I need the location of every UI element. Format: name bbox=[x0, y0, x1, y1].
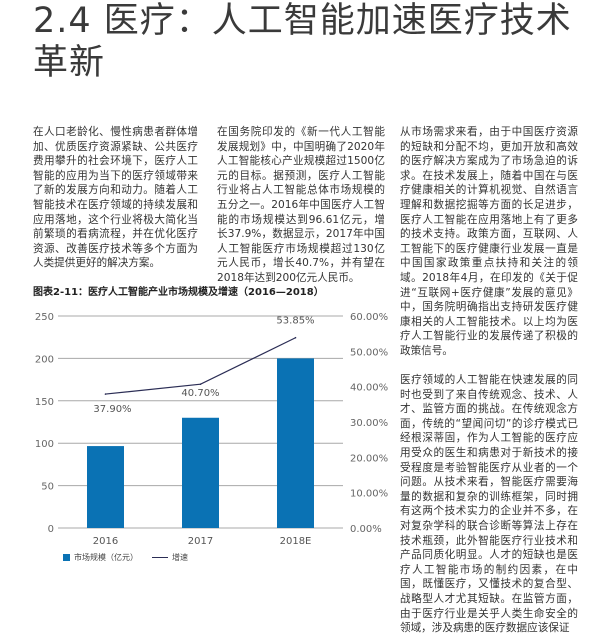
growth-point bbox=[294, 336, 297, 339]
chart-legend: 市场规模（亿元） 增速 bbox=[63, 552, 188, 563]
right-tick-label: 40.00% bbox=[350, 383, 388, 394]
data-label: 37.90% bbox=[93, 404, 131, 415]
bar bbox=[87, 446, 124, 528]
data-label: 40.70% bbox=[181, 388, 219, 399]
text-column-2: 在国务院印发的《新一代人工智能发展规划》中，中国明确了2020年人工智能核心产业… bbox=[217, 125, 385, 286]
legend-bar-label: 市场规模（亿元） bbox=[74, 553, 138, 562]
paragraph: 在人口老龄化、慢性病患者群体增加、优质医疗资源紧缺、公共医疗费用攀升的社会环境下… bbox=[33, 126, 198, 270]
page-title: 2.4 医疗：人工智能加速医疗技术革新 bbox=[33, 1, 572, 83]
legend-line-swatch bbox=[152, 557, 168, 558]
growth-point bbox=[104, 393, 107, 395]
bar bbox=[277, 358, 314, 528]
growth-point bbox=[199, 383, 202, 385]
x-tick-label: 2017 bbox=[188, 536, 213, 547]
left-tick-label: 250 bbox=[35, 312, 54, 323]
left-tick-label: 150 bbox=[35, 397, 54, 408]
bar bbox=[182, 417, 219, 528]
x-tick-label: 2016 bbox=[93, 536, 118, 547]
right-tick-label: 50.00% bbox=[350, 347, 388, 358]
right-tick-label: 10.00% bbox=[350, 489, 388, 500]
left-tick-label: 100 bbox=[35, 439, 54, 450]
paragraph: 在国务院印发的《新一代人工智能发展规划》中，中国明确了2020年人工智能核心产业… bbox=[217, 126, 385, 284]
right-tick-label: 0.00% bbox=[350, 524, 382, 535]
right-tick-label: 60.00% bbox=[350, 312, 388, 323]
x-tick-label: 2018E bbox=[280, 536, 312, 547]
left-tick-label: 50 bbox=[41, 482, 54, 493]
combo-chart: 0 50 100 150 200 250 0.00% 10.00% 20.00% 30.00% 40… bbox=[35, 312, 388, 547]
paragraph: 从市场需求来看，由于中国医疗资源的短缺和分配不均，更加开放和高效的医疗解决方案成… bbox=[400, 126, 578, 357]
growth-line bbox=[105, 337, 296, 395]
legend-line-label: 增速 bbox=[172, 553, 188, 562]
right-tick-label: 30.00% bbox=[350, 418, 388, 429]
left-tick-label: 200 bbox=[35, 354, 54, 365]
data-label: 53.85% bbox=[276, 316, 314, 327]
right-tick-label: 20.00% bbox=[350, 453, 388, 464]
chart-title: 图表2-11：医疗人工智能产业市场规模及增速（2016—2018） bbox=[33, 287, 324, 298]
left-tick-label: 0 bbox=[48, 524, 54, 535]
legend-bar-swatch bbox=[63, 554, 70, 561]
text-column-1: 在人口老龄化、慢性病患者群体增加、优质医疗资源紧缺、公共医疗费用攀升的社会环境下… bbox=[33, 125, 198, 271]
